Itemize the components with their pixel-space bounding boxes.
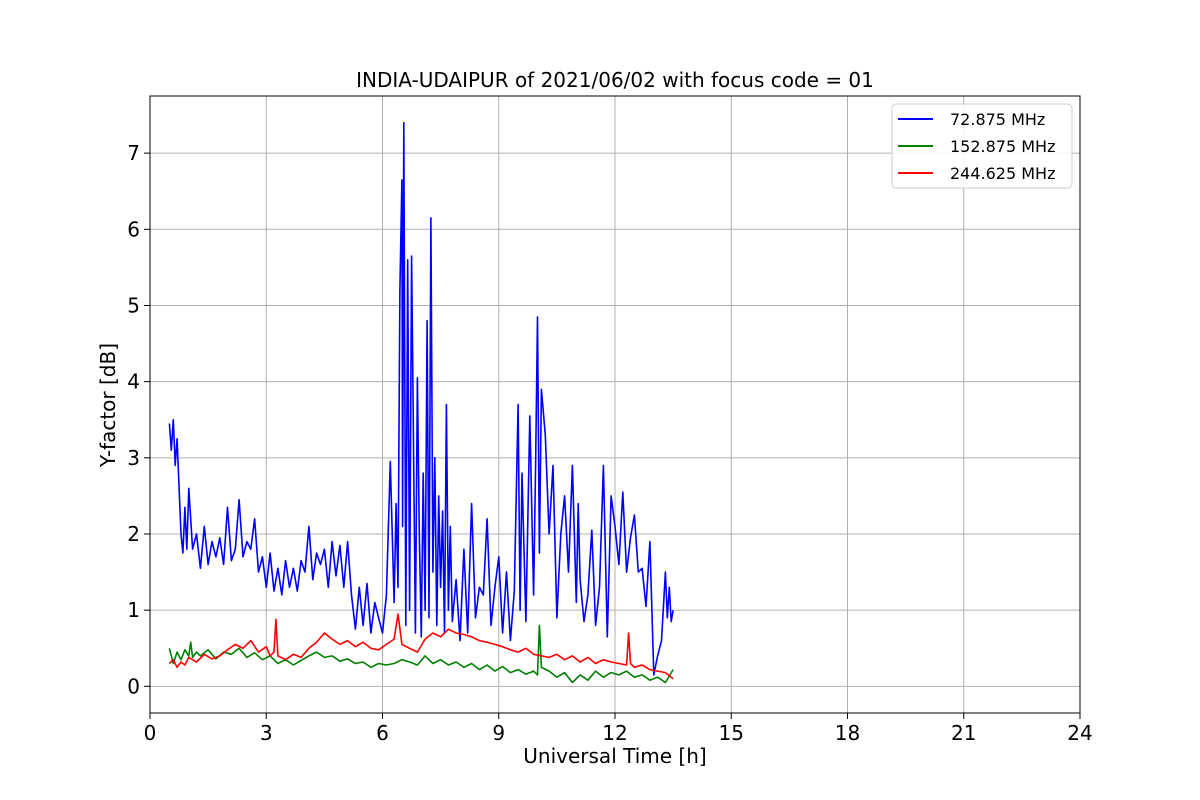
legend-label-3: 244.625 MHz [950, 164, 1055, 183]
y-tick-label: 7 [127, 141, 140, 165]
x-tick-label: 15 [719, 721, 744, 745]
x-tick-label: 0 [144, 721, 157, 745]
legend: 72.875 MHz 152.875 MHz 244.625 MHz [891, 103, 1073, 189]
series-layer [168, 121, 674, 684]
y-axis-label: Y-factor [dB] [96, 343, 120, 468]
y-tick-label: 2 [127, 522, 140, 546]
x-tick-label: 12 [602, 721, 627, 745]
legend-box [891, 103, 1073, 189]
x-axis: 0 3 6 9 12 15 18 21 24 [144, 713, 1093, 745]
x-tick-label: 9 [492, 721, 505, 745]
y-tick-label: 0 [127, 674, 140, 698]
y-tick-label: 1 [127, 598, 140, 622]
y-tick-label: 3 [127, 446, 140, 470]
y-tick-label: 4 [127, 370, 140, 394]
y-tick-label: 6 [127, 217, 140, 241]
x-tick-label: 18 [835, 721, 860, 745]
x-axis-label: Universal Time [h] [523, 744, 706, 768]
y-tick-label: 5 [127, 293, 140, 317]
x-tick-label: 6 [376, 721, 389, 745]
chart-title: INDIA-UDAIPUR of 2021/06/02 with focus c… [356, 68, 874, 92]
legend-label-2: 152.875 MHz [950, 137, 1055, 156]
legend-label-1: 72.875 MHz [950, 110, 1045, 129]
x-tick-label: 21 [951, 721, 976, 745]
series-line-3 [168, 613, 674, 680]
x-tick-label: 24 [1067, 721, 1092, 745]
series-line-1 [168, 121, 674, 676]
x-tick-label: 3 [260, 721, 273, 745]
y-axis: 0 1 2 3 4 5 6 7 [127, 141, 150, 698]
